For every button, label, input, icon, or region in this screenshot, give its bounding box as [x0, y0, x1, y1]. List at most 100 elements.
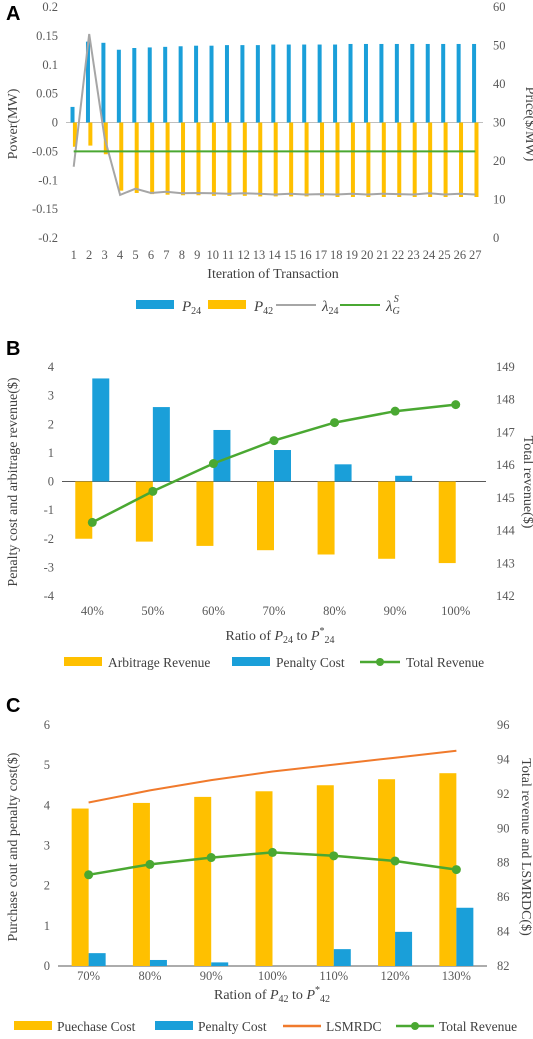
panel-c-x-axis-title: Ration of P42 to P*42 [214, 985, 330, 1005]
y2-tick-label: 144 [496, 524, 516, 538]
legend-label-penalty-cost: Penalty Cost [198, 1019, 267, 1034]
y-tick-label: -2 [44, 532, 54, 546]
bar-arbitrage-revenue [196, 481, 214, 546]
x-tick-label: 2 [86, 248, 92, 262]
x-tick-label: 16 [299, 248, 312, 262]
x-tick-label: 70% [77, 969, 100, 983]
point-total-revenue [206, 853, 216, 863]
legend-label-lambda24: λ24 [321, 299, 339, 317]
x-tick-label: 10 [206, 248, 219, 262]
legend-swatch-puechase-cost [14, 1021, 52, 1030]
line-lsmrdc [88, 749, 457, 804]
x-tick-label: 13 [253, 248, 266, 262]
bar-p42 [242, 122, 247, 196]
y-tick-label: -0.15 [32, 202, 58, 216]
bar-p24 [302, 44, 307, 123]
panel-label-a: A [6, 3, 20, 25]
bar-p42 [134, 122, 139, 193]
point-total-revenue [268, 847, 277, 857]
y2-tick-label: 88 [497, 856, 510, 870]
panel-b-y-ticks: -4 -3 -2 -1 0 1 2 3 4 [44, 360, 55, 603]
bar-p42 [72, 122, 77, 147]
x-tick-label: 14 [268, 248, 281, 262]
panel-b: B -4 -3 -2 -1 0 1 2 3 4 142 143 144 145 146 147 148 149… [6, 338, 533, 670]
bar-p42 [397, 122, 402, 197]
legend-label-total-revenue: Total Revenue [406, 655, 484, 670]
y-tick-label: -3 [44, 560, 54, 574]
point-total-revenue [390, 856, 400, 866]
y-tick-label: 2 [44, 879, 50, 893]
x-tick-label: 70% [263, 604, 286, 618]
panel-a-x-axis-title: Iteration of Transaction [207, 267, 338, 282]
x-tick-label: 80% [138, 969, 161, 983]
bar-p42 [165, 122, 170, 195]
x-tick-label: 22 [392, 248, 405, 262]
y-tick-label: 0.2 [42, 0, 58, 14]
bar-p24 [456, 43, 461, 123]
bar-p42 [335, 122, 340, 197]
bar-p24 [472, 43, 477, 123]
bar-p24 [116, 49, 121, 123]
bar-p24 [255, 45, 260, 123]
bar-p42 [88, 122, 93, 146]
legend-label-p42: P42 [253, 299, 273, 317]
x-tick-label: 4 [117, 248, 124, 262]
panel-c-y2-ticks: 82 84 86 88 90 92 94 96 [497, 718, 510, 973]
x-tick-label: 120% [380, 969, 409, 983]
point-total-revenue [269, 436, 279, 446]
y-tick-label: -4 [44, 589, 55, 603]
y2-tick-label: 60 [493, 0, 506, 14]
y2-tick-label: 40 [493, 77, 506, 91]
panel-a-bars [70, 41, 479, 197]
y-tick-label: 4 [44, 798, 51, 812]
x-tick-label: 110% [319, 969, 348, 983]
y2-tick-label: 10 [493, 193, 506, 207]
bar-p24 [410, 43, 415, 123]
bar-p42 [350, 122, 355, 197]
y-tick-label: 4 [48, 360, 55, 374]
x-tick-label: 80% [323, 604, 346, 618]
bar-p42 [443, 122, 448, 197]
bar-p24 [178, 46, 183, 123]
x-tick-label: 5 [132, 248, 138, 262]
x-tick-label: 12 [237, 248, 250, 262]
bar-p42 [304, 122, 309, 197]
x-tick-label: 17 [315, 248, 328, 262]
bar-p42 [103, 122, 108, 155]
x-tick-label: 1 [71, 248, 77, 262]
bar-p42 [366, 122, 371, 197]
bar-p42 [258, 122, 263, 197]
y-tick-label: 0.1 [42, 58, 58, 72]
legend-label-lambda-g: λGS [385, 294, 400, 317]
bar-p42 [381, 122, 386, 197]
y2-tick-label: 50 [493, 39, 506, 53]
bar-p42 [428, 122, 433, 197]
y2-tick-label: 82 [497, 959, 510, 973]
panel-b-lines [87, 400, 461, 527]
y-tick-label: 0.15 [36, 29, 58, 43]
bar-p42 [196, 122, 201, 196]
y-tick-label: -0.2 [38, 231, 58, 245]
legend-label-total-revenue: Total Revenue [439, 1019, 517, 1034]
point-total-revenue [390, 406, 400, 416]
y2-tick-label: 20 [493, 154, 506, 168]
legend-label-penalty-cost: Penalty Cost [276, 655, 345, 670]
x-tick-label: 25 [438, 248, 451, 262]
bar-p24 [348, 43, 353, 123]
panel-a-y2-axis-title: Price($/MW) [522, 87, 533, 162]
point-total-revenue [87, 517, 97, 527]
panel-c-y2-axis-title: Total revenue and LSMRDC($) [518, 758, 533, 936]
bar-penalty-cost [333, 949, 351, 966]
x-tick-label: 27 [469, 248, 482, 262]
legend-label-lsmrdc: LSMRDC [326, 1019, 382, 1034]
bar-p24 [101, 42, 106, 123]
bar-penalty-cost [395, 931, 413, 966]
bar-p42 [211, 122, 216, 196]
x-tick-label: 11 [222, 248, 234, 262]
point-total-revenue [451, 400, 461, 410]
y-tick-label: -1 [44, 503, 54, 517]
point-total-revenue [84, 870, 94, 880]
bar-p24 [379, 43, 384, 123]
bar-penalty-cost [395, 475, 413, 482]
bar-penalty-cost [152, 407, 170, 482]
